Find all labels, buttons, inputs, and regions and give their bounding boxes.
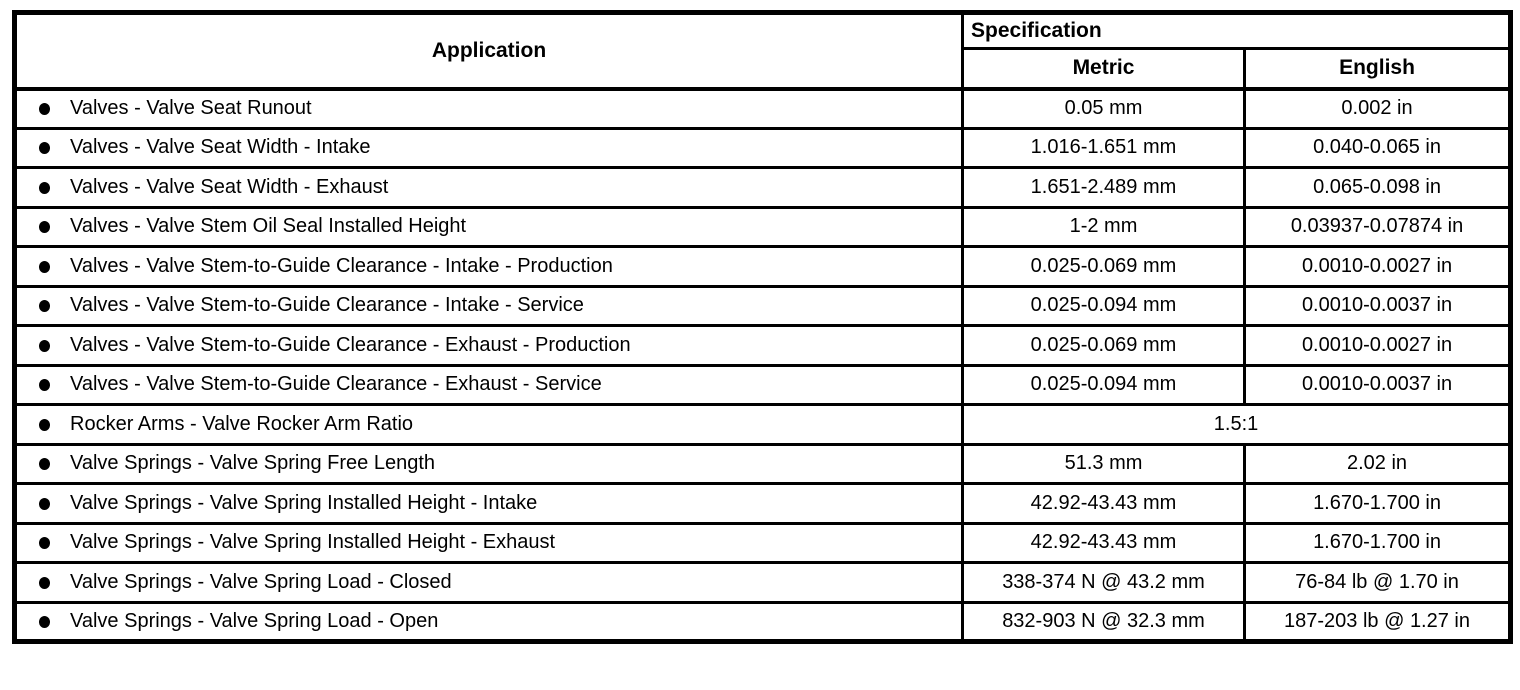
english-value-cell: 76-84 lb @ 1.70 in: [1242, 561, 1513, 604]
table-header: Application Specification Metric English: [13, 11, 1513, 91]
bullet-icon: [39, 458, 50, 471]
table-body: Valves - Valve Seat Runout 0.05 mm 0.002 i…: [13, 87, 1513, 643]
header-row-specification: Application Specification: [13, 11, 1513, 91]
english-value-cell: 0.0010-0.0037 in: [1242, 363, 1513, 406]
application-cell: Valves - Valve Seat Width - Intake: [13, 126, 964, 169]
bullet-icon: [39, 260, 50, 273]
table-row: Valves - Valve Seat Runout 0.05 mm 0.002 i…: [13, 87, 1513, 130]
application-cell: Valve Springs - Valve Spring Free Length: [13, 442, 964, 485]
application-cell: Valves - Valve Stem-to-Guide Clearance -…: [13, 245, 964, 288]
table-row: Valves - Valve Stem Oil Seal Installed H…: [13, 205, 1513, 248]
application-label: Valve Springs - Valve Spring Free Length: [70, 452, 436, 475]
metric-value-cell: 0.025-0.094 mm: [961, 363, 1246, 406]
application-label: Valves - Valve Stem-to-Guide Clearance -…: [70, 333, 631, 356]
table-row: Valve Springs - Valve Spring Load - Open…: [13, 600, 1513, 643]
application-cell: Valves - Valve Seat Runout: [13, 87, 964, 130]
table-row: Valves - Valve Stem-to-Guide Clearance -…: [13, 284, 1513, 327]
application-label: Valve Springs - Valve Spring Load - Open: [70, 609, 439, 632]
bullet-icon: [39, 339, 50, 352]
table-row: Valve Springs - Valve Spring Load - Clos…: [13, 561, 1513, 604]
bullet-icon: [39, 181, 50, 194]
bullet-icon: [39, 300, 50, 313]
table-row: Valves - Valve Seat Width - Exhaust 1.651…: [13, 166, 1513, 209]
english-value-cell: 1.670-1.700 in: [1242, 482, 1513, 525]
application-label: Valves - Valve Seat Width - Exhaust: [70, 175, 389, 198]
table-row: Valves - Valve Stem-to-Guide Clearance -…: [13, 324, 1513, 367]
bullet-icon: [39, 103, 50, 115]
metric-value-cell: 338-374 N @ 43.2 mm: [961, 561, 1246, 604]
bullet-icon: [39, 615, 50, 628]
metric-value-cell: 0.05 mm: [961, 87, 1246, 130]
table-row: Valve Springs - Valve Spring Installed H…: [13, 482, 1513, 525]
english-value-cell: 0.065-0.098 in: [1242, 166, 1513, 209]
english-value-cell: 0.040-0.065 in: [1242, 126, 1513, 169]
metric-value-cell: 832-903 N @ 32.3 mm: [961, 600, 1246, 643]
application-cell: Valves - Valve Stem-to-Guide Clearance -…: [13, 324, 964, 367]
application-label: Valves - Valve Stem-to-Guide Clearance -…: [70, 254, 613, 277]
table-row: Rocker Arms - Valve Rocker Arm Ratio 1.5:…: [13, 403, 1513, 446]
bullet-icon: [39, 576, 50, 589]
application-label: Rocker Arms - Valve Rocker Arm Ratio: [70, 412, 414, 435]
table-row: Valves - Valve Stem-to-Guide Clearance -…: [13, 245, 1513, 288]
metric-value-cell: 42.92-43.43 mm: [961, 482, 1246, 525]
metric-value-cell: 0.025-0.094 mm: [961, 284, 1246, 327]
application-cell: Valves - Valve Seat Width - Exhaust: [13, 166, 964, 209]
application-label: Valve Springs - Valve Spring Installed H…: [70, 531, 556, 554]
metric-value-cell: 51.3 mm: [961, 442, 1246, 485]
bullet-icon: [39, 497, 50, 510]
header-row-units: Metric English: [15, 47, 1513, 91]
metric-value-cell: 0.025-0.069 mm: [961, 245, 1246, 288]
bullet-icon: [39, 221, 50, 234]
metric-value-cell: 0.025-0.069 mm: [961, 324, 1246, 367]
english-value-cell: 2.02 in: [1242, 442, 1513, 485]
application-label: Valves - Valve Stem-to-Guide Clearance -…: [70, 373, 602, 396]
application-label: Valves - Valve Seat Width - Intake: [70, 136, 371, 159]
table-row: Valves - Valve Seat Width - Intake 1.016-…: [13, 126, 1513, 169]
application-label: Valves - Valve Stem Oil Seal Installed H…: [70, 215, 467, 238]
english-value-cell: 0.0010-0.0037 in: [1242, 284, 1513, 327]
english-column-header: English: [1242, 47, 1513, 91]
application-cell: Valve Springs - Valve Spring Installed H…: [13, 482, 964, 525]
application-cell: Valve Springs - Valve Spring Installed H…: [13, 521, 964, 564]
application-label: Valve Springs - Valve Spring Installed H…: [70, 491, 538, 514]
application-column-header: Application: [13, 11, 964, 91]
bullet-icon: [39, 142, 50, 155]
english-value-cell: 187-203 lb @ 1.27 in: [1242, 600, 1513, 643]
application-label: Valves - Valve Seat Runout: [70, 97, 312, 119]
application-cell: Valves - Valve Stem Oil Seal Installed H…: [13, 205, 964, 248]
english-value-cell: 0.03937-0.07874 in: [1242, 205, 1513, 248]
bullet-icon: [39, 379, 50, 392]
application-cell: Valves - Valve Stem-to-Guide Clearance -…: [13, 284, 964, 327]
bullet-icon: [39, 537, 50, 550]
english-value-cell: 1.670-1.700 in: [1242, 521, 1513, 564]
english-value-cell: 0.0010-0.0027 in: [1242, 324, 1513, 367]
table-row: Valve Springs - Valve Spring Installed H…: [13, 521, 1513, 564]
application-cell: Valve Springs - Valve Spring Load - Open: [13, 600, 964, 643]
application-cell: Valve Springs - Valve Spring Load - Clos…: [13, 561, 964, 604]
combined-spec-cell: 1.5:1: [960, 403, 1513, 446]
table-row: Valve Springs - Valve Spring Free Length…: [13, 442, 1513, 485]
metric-value-cell: 1.016-1.651 mm: [961, 126, 1246, 169]
english-value-cell: 0.0010-0.0027 in: [1242, 245, 1513, 288]
application-cell: Valves - Valve Stem-to-Guide Clearance -…: [13, 363, 964, 406]
table-row: Valves - Valve Stem-to-Guide Clearance -…: [13, 363, 1513, 406]
application-label: Valves - Valve Stem-to-Guide Clearance -…: [70, 294, 584, 317]
bullet-icon: [39, 418, 50, 431]
metric-value-cell: 1.651-2.489 mm: [961, 166, 1246, 209]
metric-value-cell: 42.92-43.43 mm: [961, 521, 1246, 564]
valve-specifications-table: Application Specification Metric English…: [12, 10, 1514, 644]
english-value-cell: 0.002 in: [1242, 87, 1513, 130]
application-label: Valve Springs - Valve Spring Load - Clos…: [70, 570, 452, 593]
application-cell: Rocker Arms - Valve Rocker Arm Ratio: [13, 403, 964, 446]
specification-column-header: Specification: [960, 11, 1513, 50]
metric-column-header: Metric: [961, 47, 1246, 91]
metric-value-cell: 1-2 mm: [961, 205, 1246, 248]
